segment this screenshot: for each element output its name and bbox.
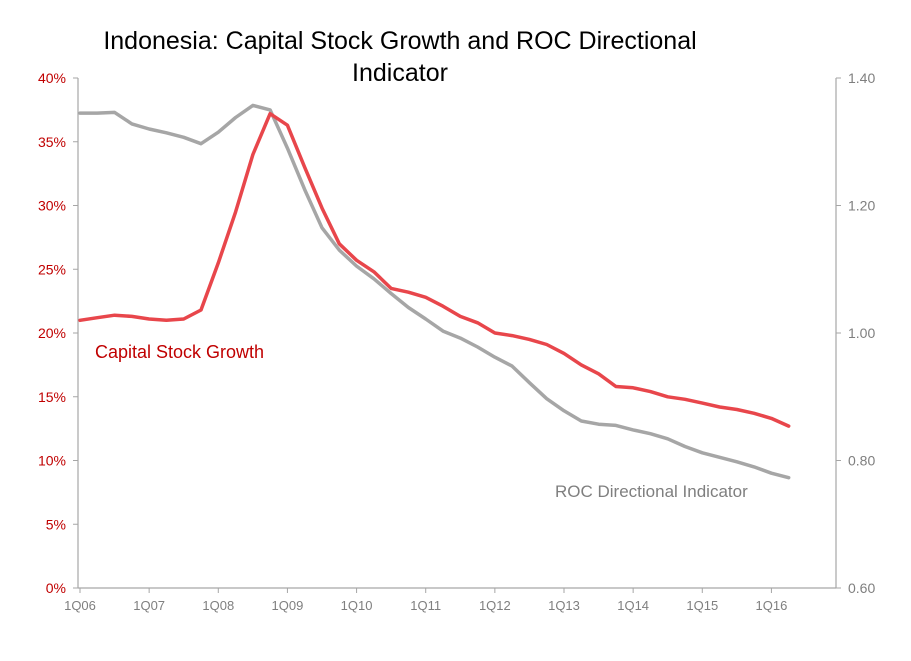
- y-right-tick-label: 1.40: [848, 70, 875, 86]
- y-right-tick-label: 1.00: [848, 325, 875, 341]
- chart-title-line-1: Indonesia: Capital Stock Growth and ROC …: [103, 27, 697, 55]
- y-right-tick-label: 0.60: [848, 580, 875, 596]
- x-tick-label: 1Q15: [686, 598, 718, 613]
- x-tick-label: 1Q07: [133, 598, 165, 613]
- x-tick-label: 1Q06: [64, 598, 96, 613]
- series-label-roc-directional-indicator: ROC Directional Indicator: [555, 482, 748, 501]
- x-tick-label: 1Q12: [479, 598, 511, 613]
- y-right-tick-label: 1.20: [848, 198, 875, 214]
- y-left-tick-label: 30%: [38, 198, 66, 214]
- x-tick-label: 1Q13: [548, 598, 580, 613]
- x-tick-label: 1Q10: [341, 598, 373, 613]
- y-left-tick-label: 0%: [46, 580, 66, 596]
- x-tick-label: 1Q11: [410, 598, 441, 613]
- x-tick-label: 1Q08: [202, 598, 234, 613]
- y-left-tick-label: 15%: [38, 389, 66, 405]
- y-left-tick-label: 35%: [38, 134, 66, 150]
- roc-directional-indicator-line: [78, 103, 791, 480]
- x-tick-label: 1Q14: [617, 598, 649, 613]
- chart-title-line-2: Indicator: [352, 59, 448, 87]
- y-right-tick-label: 0.80: [848, 453, 875, 469]
- y-left-tick-label: 5%: [46, 516, 66, 532]
- x-tick-label: 1Q16: [756, 598, 788, 613]
- x-tick-label: 1Q09: [272, 598, 304, 613]
- y-left-tick-label: 25%: [38, 261, 66, 277]
- capital-stock-growth-line: [78, 111, 791, 428]
- y-left-tick-label: 20%: [38, 325, 66, 341]
- y-left-tick-label: 40%: [38, 70, 66, 86]
- series-label-capital-stock-growth: Capital Stock Growth: [95, 342, 264, 362]
- y-left-tick-label: 10%: [38, 453, 66, 469]
